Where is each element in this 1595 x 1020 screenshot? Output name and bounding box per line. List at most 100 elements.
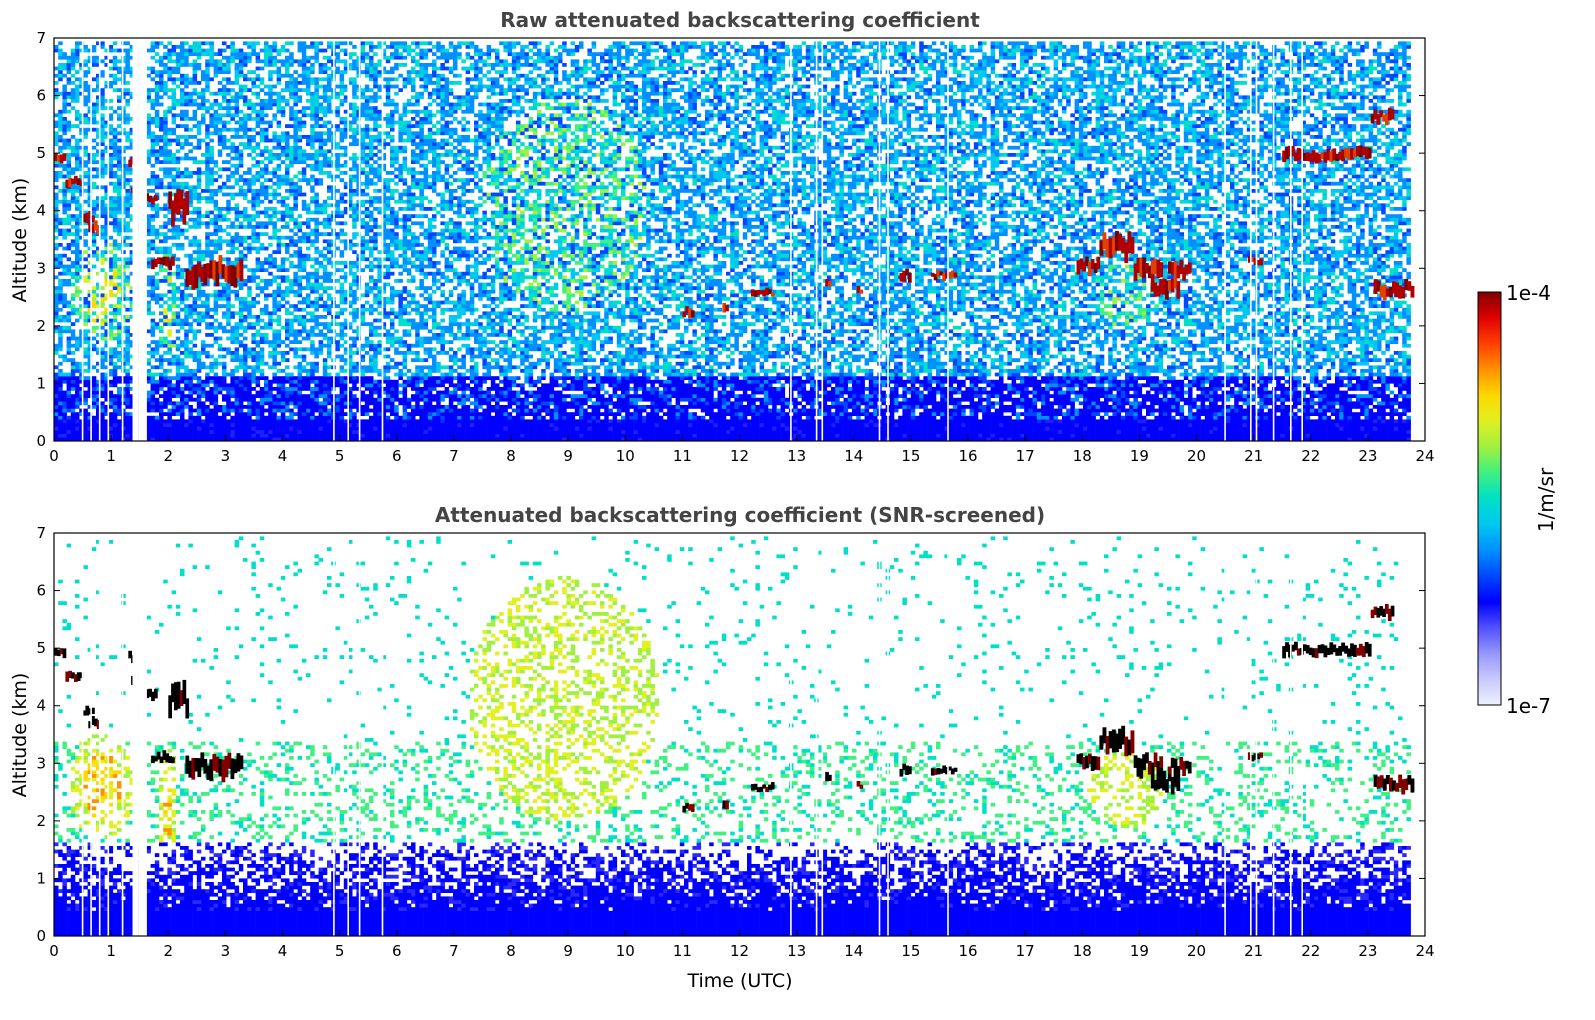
heatmap-cell xyxy=(1062,121,1067,125)
heatmap-cell xyxy=(1041,193,1046,197)
heatmap-cell xyxy=(58,319,63,323)
heatmap-cell xyxy=(810,182,815,189)
heatmap-cell xyxy=(117,113,122,117)
heatmap-cell xyxy=(1020,117,1025,121)
heatmap-cell xyxy=(369,110,374,114)
heatmap-cell xyxy=(894,254,899,258)
heatmap-cell xyxy=(810,142,815,146)
heatmap-cell xyxy=(579,95,584,99)
heatmap-cell xyxy=(176,290,181,294)
heatmap-cell xyxy=(369,247,374,258)
heatmap-cell xyxy=(999,103,1004,107)
heatmap-cell xyxy=(92,182,97,189)
heatmap-cell xyxy=(1041,311,1046,315)
heatmap-cell xyxy=(579,394,584,398)
heatmap-cell xyxy=(621,56,626,60)
heatmap-cell xyxy=(117,178,122,182)
heatmap-cell xyxy=(642,49,647,53)
heatmap-cell xyxy=(1104,139,1109,143)
heatmap-cell xyxy=(1251,369,1256,373)
heatmap-cell xyxy=(1335,85,1340,89)
heatmap-cell xyxy=(306,203,311,207)
heatmap-cell xyxy=(390,398,395,402)
heatmap-cell xyxy=(167,56,172,60)
heatmap-cell xyxy=(894,85,899,89)
heatmap-cell xyxy=(810,344,815,348)
heatmap-cell xyxy=(1314,419,1319,441)
heatmap-cell xyxy=(831,110,836,114)
heatmap-cell xyxy=(1209,77,1214,84)
heatmap-cell xyxy=(1398,275,1403,279)
heatmap-cell xyxy=(1041,149,1046,153)
heatmap-cell xyxy=(1062,95,1067,99)
heatmap-cell xyxy=(201,347,206,351)
heatmap-cell xyxy=(159,412,164,441)
heatmap-cell xyxy=(516,185,521,189)
heatmap-cell xyxy=(201,70,206,81)
heatmap-cell xyxy=(810,347,815,354)
heatmap-cell xyxy=(1209,304,1214,311)
heatmap-cell xyxy=(125,351,129,362)
heatmap-cell xyxy=(1335,117,1340,121)
heatmap-cell xyxy=(1125,92,1130,96)
heatmap-cell xyxy=(663,121,668,125)
heatmap-cell xyxy=(285,398,290,405)
heatmap-cell xyxy=(663,59,668,63)
heatmap-cell xyxy=(915,92,920,99)
heatmap-cell xyxy=(726,85,731,89)
heatmap-cell xyxy=(1356,268,1361,279)
heatmap-cell xyxy=(117,333,122,337)
heatmap-cell xyxy=(852,157,857,161)
heatmap-cell xyxy=(999,142,1004,146)
heatmap-cell xyxy=(163,139,168,143)
heatmap-cell xyxy=(453,196,458,200)
heatmap-cell xyxy=(188,142,193,146)
heatmap-cell xyxy=(180,412,185,441)
heatmap-cell xyxy=(1083,131,1088,135)
heatmap-cell xyxy=(894,81,899,85)
heatmap-cell xyxy=(1062,319,1067,326)
heatmap-cell xyxy=(747,139,752,143)
heatmap-cell xyxy=(705,99,710,103)
heatmap-cell xyxy=(642,106,647,110)
heatmap-cell xyxy=(62,193,67,197)
heatmap-cell xyxy=(915,329,920,333)
heatmap-cell xyxy=(100,301,105,308)
heatmap-cell xyxy=(285,387,290,391)
heatmap-cell xyxy=(1188,77,1193,81)
heatmap-cell xyxy=(915,373,920,377)
heatmap-cell xyxy=(1230,110,1235,117)
heatmap-cell xyxy=(1314,135,1319,139)
heatmap-cell xyxy=(184,304,189,308)
heatmap-cell xyxy=(537,142,542,146)
heatmap-cell xyxy=(92,167,97,171)
heatmap-cell xyxy=(537,376,542,380)
heatmap-cell xyxy=(201,196,206,200)
heatmap-cell xyxy=(453,247,458,251)
heatmap-cell xyxy=(810,171,815,175)
heatmap-cell xyxy=(1293,380,1298,387)
heatmap-cell xyxy=(390,333,395,337)
heatmap-cell xyxy=(663,286,668,290)
heatmap-cell xyxy=(810,99,815,110)
heatmap-cell xyxy=(1356,164,1361,168)
heatmap-cell xyxy=(831,207,836,211)
heatmap-cell xyxy=(663,391,668,395)
heatmap-cell xyxy=(201,171,206,175)
heatmap-cell xyxy=(1377,171,1382,175)
heatmap-cell xyxy=(327,250,332,254)
heatmap-cell xyxy=(184,322,189,326)
heatmap-cell xyxy=(978,387,983,394)
heatmap-cell xyxy=(146,74,151,78)
heatmap-cell xyxy=(1167,193,1172,204)
heatmap-cell xyxy=(100,297,105,301)
heatmap-cell xyxy=(243,301,248,312)
heatmap-cell xyxy=(684,99,689,103)
heatmap-cell xyxy=(117,329,122,333)
heatmap-cell xyxy=(1146,391,1151,402)
heatmap-cell xyxy=(1083,329,1088,333)
heatmap-cell xyxy=(663,221,668,225)
heatmap-cell xyxy=(109,362,114,366)
heatmap-cell xyxy=(151,225,156,236)
heatmap-cell xyxy=(167,401,172,405)
